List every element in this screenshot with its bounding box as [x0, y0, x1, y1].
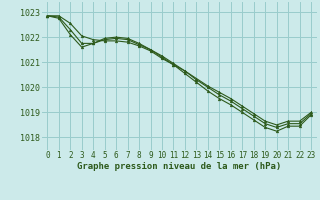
X-axis label: Graphe pression niveau de la mer (hPa): Graphe pression niveau de la mer (hPa)	[77, 162, 281, 171]
